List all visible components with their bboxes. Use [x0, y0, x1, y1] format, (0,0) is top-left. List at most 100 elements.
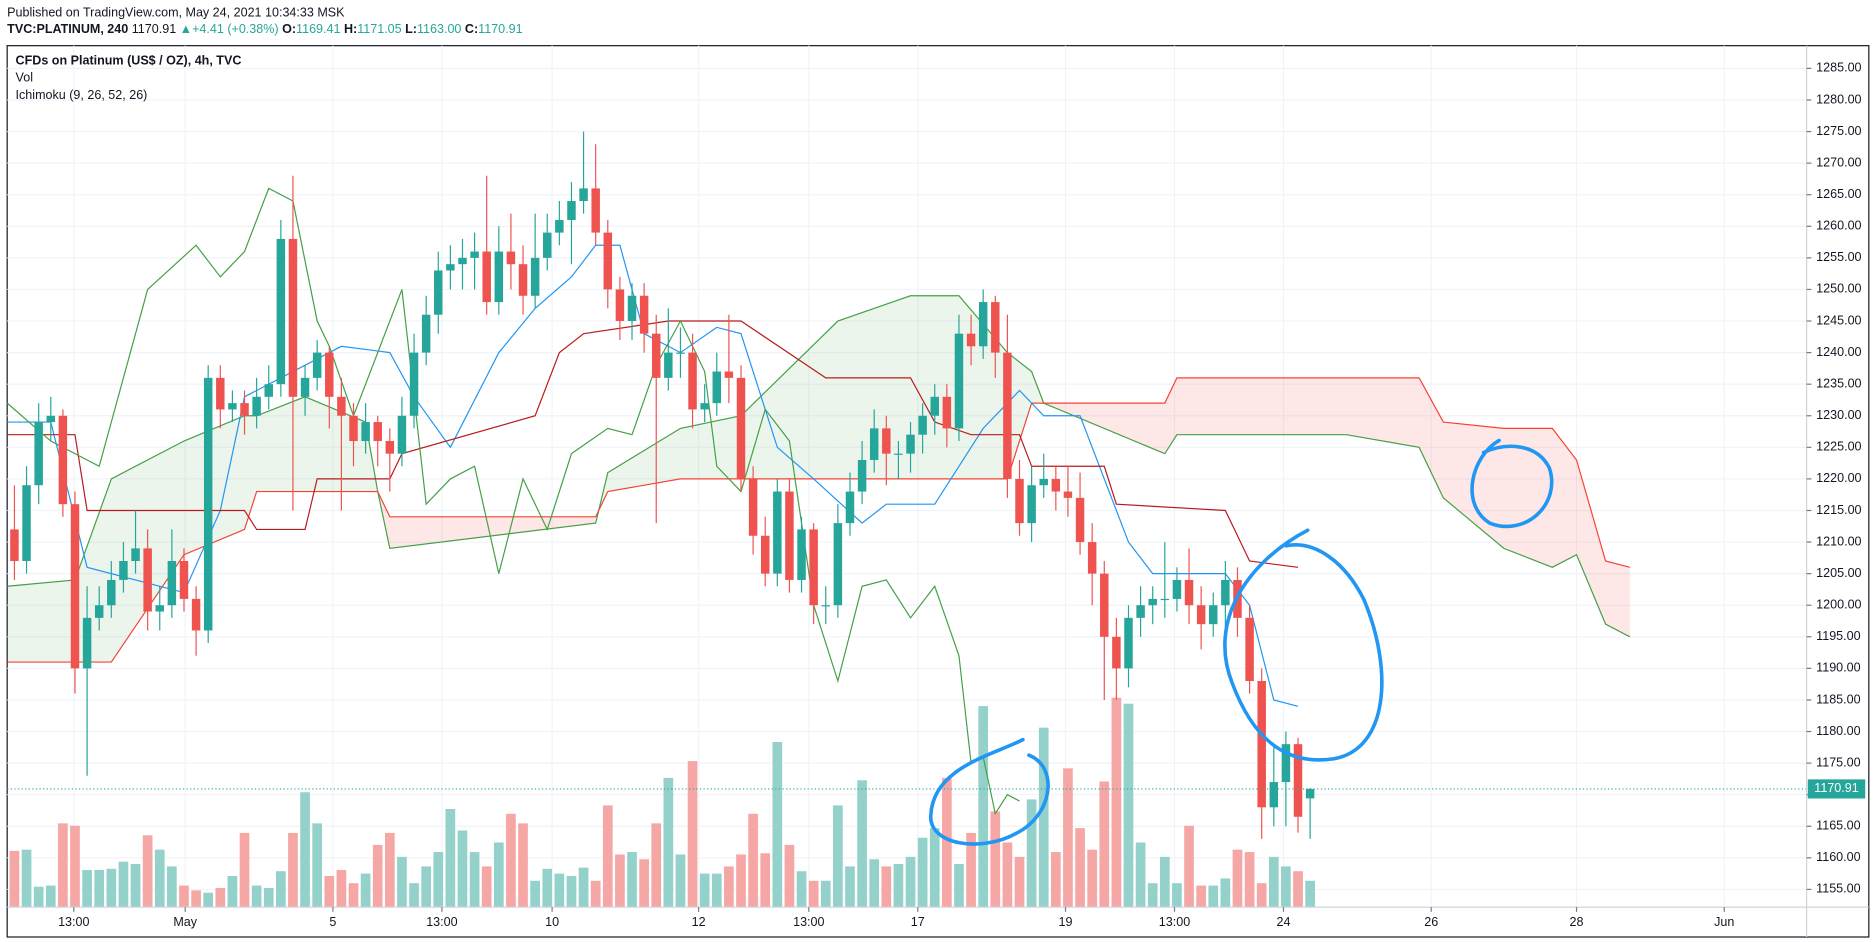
y-tick-label: 1270.00 [1816, 155, 1861, 169]
volume-bar [675, 854, 686, 908]
volume-bar [772, 741, 783, 908]
ichimoku-line [6, 187, 1020, 816]
volume-bar [1281, 866, 1291, 908]
candle-body [349, 415, 358, 442]
volume-bar [881, 866, 892, 908]
volume-bar [1220, 878, 1231, 908]
volume-bar [300, 792, 310, 908]
volume-bar [578, 867, 589, 908]
volume-bar [627, 852, 637, 908]
candle-body [1015, 478, 1024, 524]
candle-body [712, 371, 722, 404]
candle-body [797, 529, 806, 580]
candle-body [1172, 579, 1182, 599]
y-tick-label: 1155.00 [1816, 882, 1860, 896]
change: +4.41 (+0.38%) [192, 22, 279, 36]
volume-bar [1063, 768, 1073, 908]
candle-body [627, 295, 637, 322]
candle-body [882, 428, 891, 454]
candle-body [240, 403, 249, 416]
x-tick-label: 24 [1277, 915, 1291, 929]
l-value: 1163.00 [417, 22, 461, 36]
candle-body [639, 295, 649, 334]
y-tick-label: 1205.00 [1816, 566, 1861, 580]
x-tick-label: 17 [911, 915, 925, 929]
candle-body [70, 504, 80, 669]
candle-body [1027, 485, 1036, 524]
y-tick-label: 1195.00 [1816, 629, 1860, 643]
volume-bar [106, 868, 117, 908]
candle-body [1184, 579, 1194, 606]
o-label: O: [282, 22, 296, 36]
volume-bar [990, 811, 1001, 908]
volume-bar [1075, 828, 1085, 908]
volume-bar [893, 864, 904, 908]
volume-bar [954, 864, 964, 908]
volume-bar [82, 870, 92, 908]
volume-bar [978, 706, 989, 908]
y-tick-label: 1225.00 [1816, 440, 1861, 454]
y-tick-label: 1160.00 [1816, 850, 1860, 864]
volume-bar [845, 866, 855, 908]
o-value: 1169.41 [296, 22, 340, 36]
candle-body [470, 251, 479, 258]
volume-bar [833, 805, 843, 908]
candle-body [1293, 744, 1303, 817]
volume-bar [421, 866, 432, 908]
volume-bar [336, 870, 347, 908]
cloud-fill [1503, 428, 1553, 568]
volume-bar [348, 883, 359, 908]
volume-bar [663, 777, 674, 908]
hand-circle [929, 737, 1050, 846]
candle-body [966, 333, 976, 347]
volume-bar [1038, 727, 1049, 908]
candle-body [1160, 598, 1170, 601]
candle-body [1281, 744, 1291, 783]
candle-body [228, 403, 237, 410]
volume-bar [566, 875, 577, 908]
candle-body [1075, 497, 1085, 543]
volume-bar [445, 808, 456, 908]
candle-body [991, 302, 1000, 353]
candle-body [458, 257, 467, 265]
chart-frame [6, 45, 1870, 938]
x-tick-label: 26 [1424, 915, 1438, 929]
candle-body [543, 232, 552, 258]
published-note: Published on TradingView.com, May 24, 20… [7, 6, 345, 20]
candle-body [252, 396, 261, 416]
candle-body [591, 188, 600, 233]
volume-bar [179, 885, 189, 908]
h-label: H: [344, 22, 357, 36]
candle-body [288, 238, 298, 397]
volume-bar [469, 852, 480, 908]
x-tick-label: May [173, 915, 197, 929]
volume-bar [384, 832, 395, 908]
candle-body [785, 491, 794, 580]
candle-body [1003, 352, 1012, 479]
candle-body [530, 257, 540, 296]
candle-body [567, 201, 576, 220]
volume-bar [1099, 781, 1110, 908]
volume-bar [1184, 825, 1194, 908]
candle-body [833, 523, 843, 606]
cloud-fill [7, 579, 75, 663]
candle-body [264, 384, 273, 397]
price: 1170.91 [132, 22, 176, 36]
candle-body [1305, 788, 1315, 799]
volume-bar [748, 813, 758, 908]
y-tick-label: 1180.00 [1816, 724, 1860, 738]
candle-body [1112, 636, 1121, 669]
candle-body [325, 352, 334, 397]
candle-body [1100, 573, 1109, 637]
y-tick-label: 1220.00 [1816, 471, 1861, 485]
volume-bar [251, 885, 262, 908]
candle-body [857, 459, 867, 492]
volume-bar [929, 828, 940, 908]
candle-body [1221, 579, 1230, 606]
cloud-fill [183, 415, 245, 555]
cloud-fill [1043, 403, 1165, 454]
volume-bar [1123, 703, 1134, 908]
candle-body [107, 579, 116, 606]
volume-bar [1159, 856, 1170, 908]
